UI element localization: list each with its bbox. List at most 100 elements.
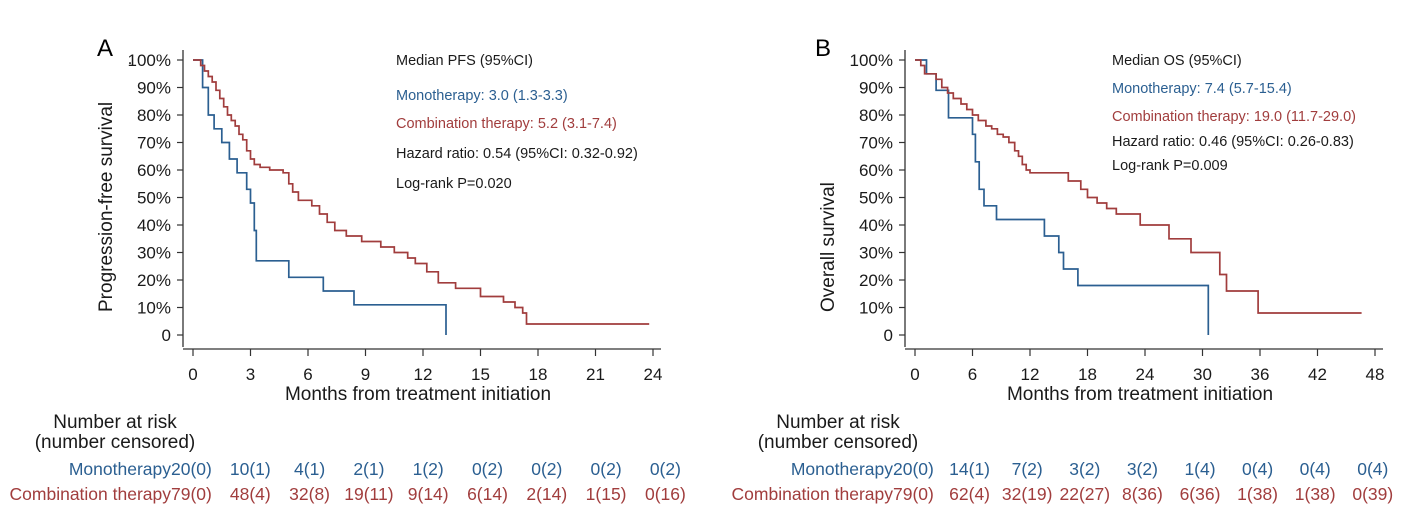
risk-row-name: Combination therapy: [10, 484, 172, 504]
risk-table-subtitle: (number censored): [758, 432, 919, 453]
risk-cell: 0(2): [472, 459, 503, 479]
risk-cell: 1(4): [1184, 459, 1215, 479]
x-axis-title: Months from treatment initiation: [1007, 384, 1273, 405]
risk-cell: 19(11): [344, 484, 393, 504]
y-tick-label: 30%: [859, 244, 893, 263]
x-tick-label: 6: [968, 365, 977, 384]
annotation-line: Combination therapy: 5.2 (3.1-7.4): [396, 116, 617, 132]
y-tick-label: 100%: [850, 51, 893, 70]
annotation-line: Median PFS (95%CI): [396, 53, 533, 69]
risk-cell: 8(36): [1122, 484, 1163, 504]
x-tick-label: 21: [586, 365, 605, 384]
risk-cell: 0(39): [1352, 484, 1393, 504]
annotation-line: Combination therapy: 19.0 (11.7-29.0): [1112, 109, 1356, 125]
risk-cell: 22(27): [1060, 484, 1111, 504]
y-tick-label: 10%: [137, 299, 171, 318]
x-tick-label: 15: [471, 365, 490, 384]
risk-cell: 1(38): [1295, 484, 1336, 504]
risk-cell: 0(16): [645, 484, 686, 504]
panel-b: B 100% 90% 80% 70% 60% 50% 40% 30% 20% 10% 0 0 6 12 18 2…: [732, 35, 1394, 504]
km-curve-combination-therapy: [915, 59, 1362, 314]
risk-cell: 1(38): [1237, 484, 1278, 504]
risk-row-name: Monotherapy: [69, 459, 171, 479]
risk-cell: 7(2): [1012, 459, 1043, 479]
risk-row-name: Combination therapy: [732, 484, 894, 504]
risk-cell: 4(1): [294, 459, 325, 479]
x-tick-label: 9: [361, 365, 370, 384]
y-tick-label: 30%: [137, 244, 171, 263]
km-curve-monotherapy: [193, 59, 447, 335]
y-tick-label: 60%: [137, 161, 171, 180]
x-tick-label: 12: [414, 365, 433, 384]
risk-cell: 3(2): [1069, 459, 1100, 479]
annotation-line: Monotherapy: 7.4 (5.7-15.4): [1112, 81, 1292, 97]
x-tick-label: 30: [1193, 365, 1212, 384]
x-axis-title: Months from treatment initiation: [285, 384, 551, 405]
annotation-line: Log-rank P=0.009: [1112, 158, 1228, 174]
y-tick-label: 70%: [859, 134, 893, 153]
y-tick-label: 100%: [128, 51, 171, 70]
risk-cell: 10(1): [230, 459, 271, 479]
annotation-line: Median OS (95%CI): [1112, 53, 1242, 69]
risk-table-title: Number at risk: [53, 412, 177, 433]
y-tick-label: 20%: [859, 271, 893, 290]
risk-cell: 2(1): [353, 459, 384, 479]
x-tick-label: 36: [1251, 365, 1270, 384]
y-tick-label: 20%: [137, 271, 171, 290]
x-tick-label: 18: [529, 365, 548, 384]
y-axis-title: Progression-free survival: [96, 102, 117, 312]
risk-cell: 48(4): [230, 484, 271, 504]
annotation-line: Log-rank P=0.020: [396, 176, 512, 192]
y-tick-label: 90%: [137, 79, 171, 98]
risk-cell: 32(19): [1002, 484, 1053, 504]
risk-cell: 79(0): [171, 484, 212, 504]
y-tick-label: 60%: [859, 161, 893, 180]
risk-table-subtitle: (number censored): [35, 432, 196, 453]
y-tick-label: 40%: [137, 216, 171, 235]
risk-cell: 2(14): [526, 484, 567, 504]
risk-cell: 9(14): [408, 484, 449, 504]
risk-cell: 0(2): [650, 459, 681, 479]
panel-a: A 100% 90% 80% 70% 60% 50% 40% 30% 20% 10% 0 0 3 6 9 12 1…: [10, 35, 686, 504]
y-tick-label: 50%: [137, 189, 171, 208]
x-tick-label: 0: [910, 365, 919, 384]
risk-cell: 62(4): [949, 484, 990, 504]
km-curve-monotherapy: [915, 59, 1210, 335]
risk-cell: 32(8): [289, 484, 330, 504]
x-tick-label: 24: [1136, 365, 1155, 384]
annotation-line: Monotherapy: 3.0 (1.3-3.3): [396, 88, 568, 104]
x-tick-label: 48: [1366, 365, 1385, 384]
risk-cell: 79(0): [893, 484, 934, 504]
x-tick-label: 6: [303, 365, 312, 384]
y-tick-label: 70%: [137, 134, 171, 153]
risk-cell: 1(15): [586, 484, 627, 504]
risk-cell: 20(0): [171, 459, 212, 479]
annotation-line: Hazard ratio: 0.54 (95%CI: 0.32-0.92): [396, 146, 638, 162]
risk-cell: 1(2): [413, 459, 444, 479]
risk-cell: 3(2): [1127, 459, 1158, 479]
y-tick-label: 90%: [859, 79, 893, 98]
y-axis-title: Overall survival: [818, 182, 839, 312]
y-tick-label: 50%: [859, 189, 893, 208]
x-tick-label: 12: [1021, 365, 1040, 384]
risk-cell: 6(36): [1180, 484, 1221, 504]
km-curve-combination-therapy: [193, 59, 650, 325]
risk-cell: 20(0): [893, 459, 934, 479]
risk-cell: 0(4): [1357, 459, 1388, 479]
y-tick-label: 10%: [859, 299, 893, 318]
y-tick-label: 0: [884, 326, 893, 345]
x-tick-label: 3: [246, 365, 255, 384]
risk-cell: 0(2): [531, 459, 562, 479]
risk-cell: 0(2): [591, 459, 622, 479]
panel-label: A: [97, 35, 113, 62]
x-tick-label: 0: [188, 365, 197, 384]
risk-table-title: Number at risk: [776, 412, 900, 433]
risk-cell: 6(14): [467, 484, 508, 504]
panel-label: B: [815, 35, 831, 62]
x-tick-label: 24: [644, 365, 663, 384]
risk-cell: 14(1): [949, 459, 990, 479]
x-tick-label: 18: [1078, 365, 1097, 384]
y-tick-label: 40%: [859, 216, 893, 235]
risk-row-name: Monotherapy: [791, 459, 893, 479]
